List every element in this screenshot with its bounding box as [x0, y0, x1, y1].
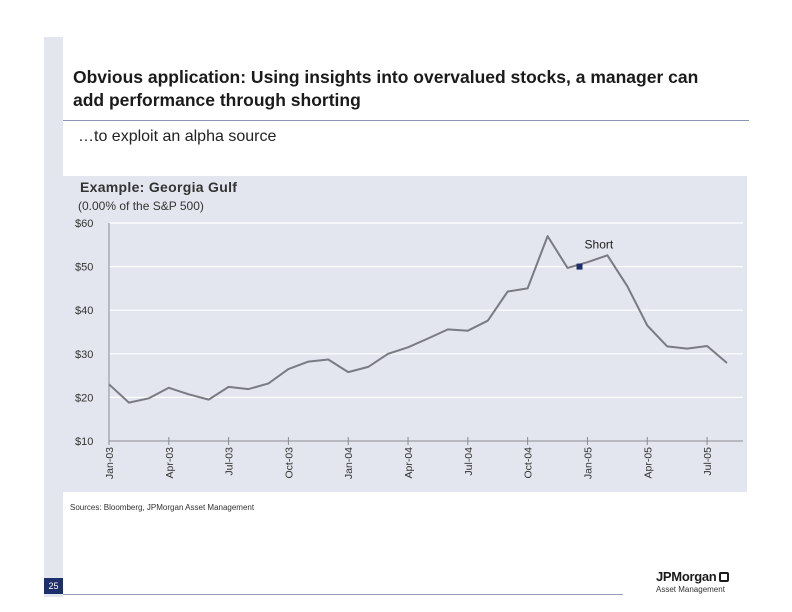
y-tick-label: $50 — [75, 262, 93, 274]
short-annotation-label: Short — [585, 238, 614, 252]
x-tick-label: Apr-03 — [164, 447, 176, 479]
chart-background — [63, 176, 747, 492]
y-tick-label: $30 — [75, 349, 93, 361]
x-tick-label: Oct-03 — [283, 447, 295, 479]
y-tick-label: $60 — [75, 218, 93, 230]
slide-title: Obvious application: Using insights into… — [73, 67, 699, 110]
title-divider — [63, 120, 749, 121]
logo-name: JPMorgan — [656, 569, 717, 584]
x-tick-label: Oct-04 — [523, 447, 535, 479]
sources-note: Sources: Bloomberg, JPMorgan Asset Manag… — [70, 503, 255, 512]
y-tick-label: $10 — [75, 436, 93, 448]
footer-divider — [63, 594, 623, 595]
x-tick-label: Jan-04 — [343, 447, 355, 479]
y-tick-label: $40 — [75, 305, 93, 317]
price-line — [108, 235, 728, 404]
x-tick-label: Apr-05 — [642, 447, 654, 479]
chart-title: Example: Georgia Gulf — [80, 179, 238, 195]
x-tick-label: Apr-04 — [403, 447, 415, 479]
x-tick-label: Jul-05 — [702, 447, 714, 476]
slide-subtitle: …to exploit an alpha source — [78, 128, 277, 145]
x-tick-label: Jan-05 — [582, 447, 594, 479]
x-tick-label: Jul-04 — [463, 447, 475, 476]
octagon-logo-icon — [719, 571, 730, 582]
jpmorgan-logo: JPMorgan Asset Management — [656, 569, 748, 594]
left-accent-bar — [44, 37, 63, 597]
x-tick-label: Jan-03 — [104, 447, 116, 479]
page-number: 25 — [44, 578, 63, 594]
logo-subtitle: Asset Management — [656, 585, 725, 594]
short-marker — [576, 263, 583, 270]
chart-subtitle: (0.00% of the S&P 500) — [78, 199, 204, 213]
y-tick-label: $20 — [75, 392, 93, 404]
x-tick-label: Jul-03 — [224, 447, 236, 476]
